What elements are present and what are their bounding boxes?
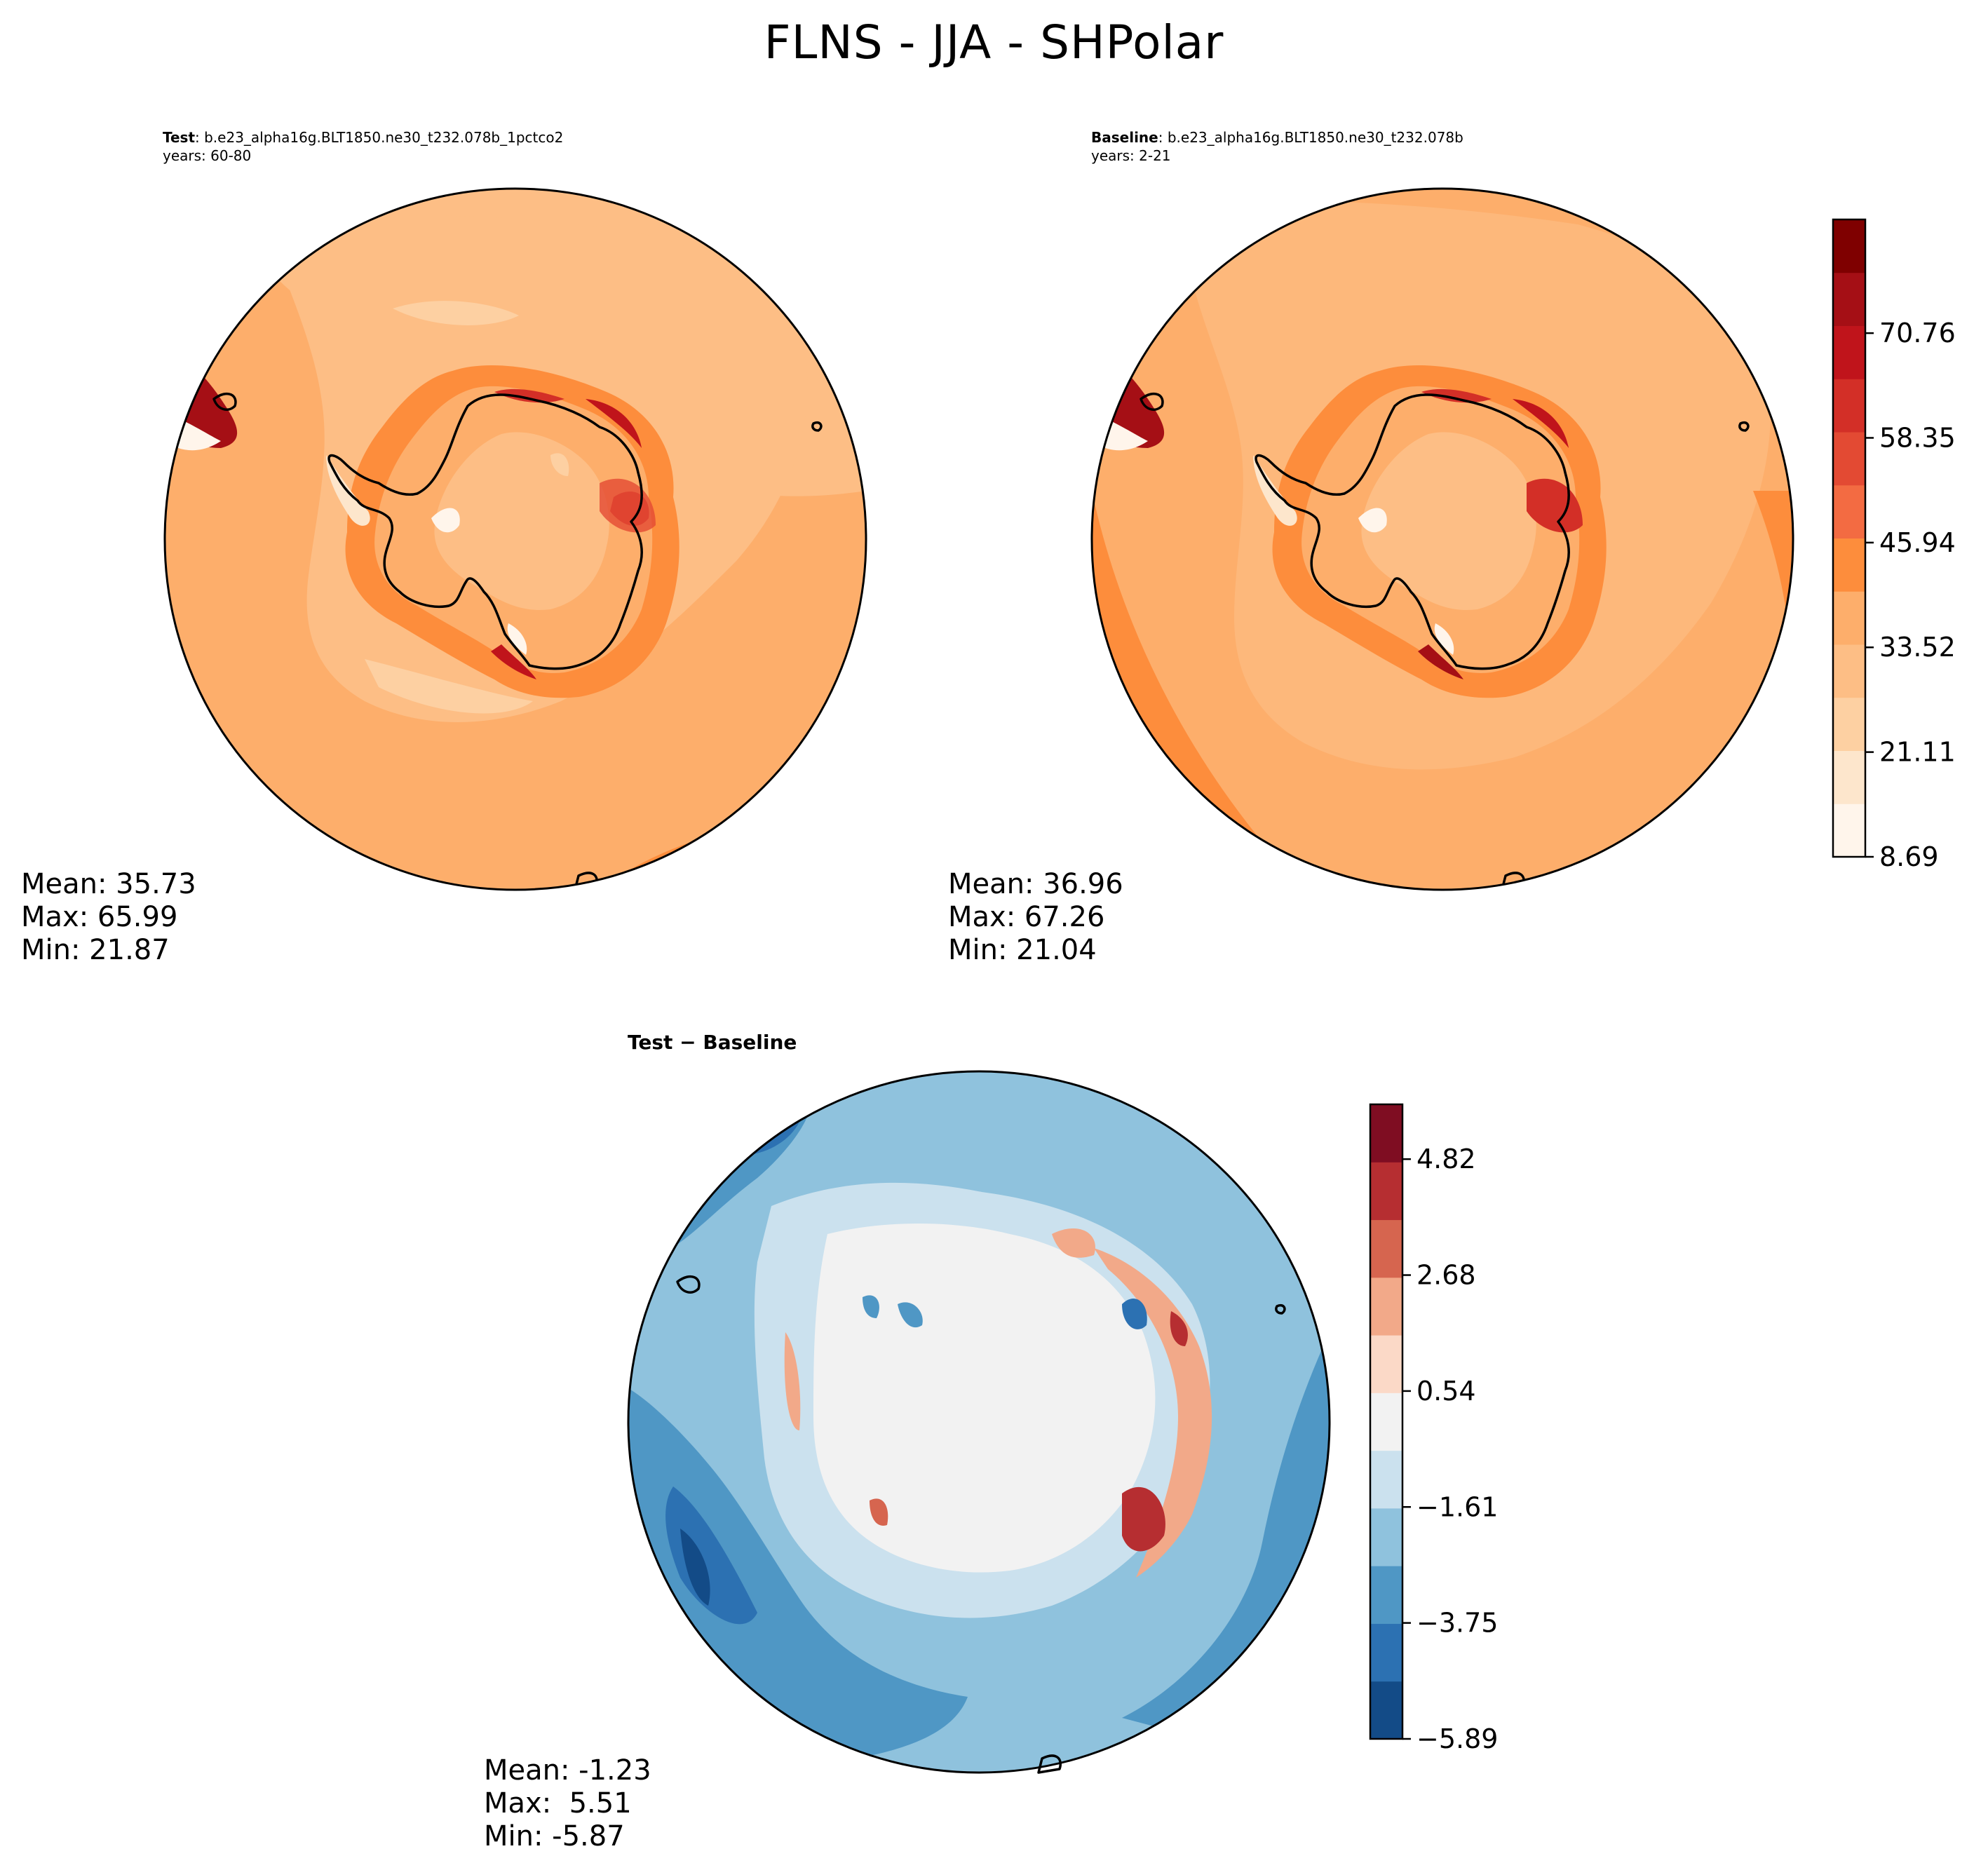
baseline-mean: Mean: 36.96 <box>948 868 1123 900</box>
diff-mean: Mean: -1.23 <box>484 1754 651 1787</box>
diff-map <box>628 1071 1330 1773</box>
baseline-map <box>1092 189 1793 890</box>
diff-colorbar-tick-label: 4.82 <box>1416 1144 1476 1174</box>
main-colorbar-segment <box>1833 804 1865 858</box>
test-stats: Mean: 35.73 Max: 65.99 Min: 21.87 <box>21 868 196 967</box>
test-label: Test <box>163 129 196 146</box>
test-min: Min: 21.87 <box>21 934 170 966</box>
diff-colorbar-tick-label: −1.61 <box>1416 1491 1498 1522</box>
test-mean: Mean: 35.73 <box>21 868 196 900</box>
diff-stats: Mean: -1.23 Max: 5.51 Min: -5.87 <box>484 1754 651 1853</box>
diff-colorbar-segment <box>1370 1393 1402 1451</box>
test-max: Max: 65.99 <box>21 901 178 933</box>
main-colorbar-segment <box>1833 432 1865 486</box>
diff-colorbar: −5.89 −3.75 −1.61 0.54 2.68 4.82 <box>1369 1103 1498 1754</box>
baseline-map-border <box>1090 187 1794 891</box>
test-panel-header: Test: b.e23_alpha16g.BLT1850.ne30_t232.0… <box>163 128 563 165</box>
main-colorbar-tick-label: 70.76 <box>1879 318 1956 348</box>
diff-colorbar-border <box>1369 1103 1404 1740</box>
diff-colorbar-segment <box>1370 1219 1402 1278</box>
test-map <box>165 189 866 890</box>
baseline-years: years: 2-21 <box>1091 147 1171 164</box>
main-colorbar-segment <box>1833 219 1865 273</box>
diff-colorbar-tick-label: 2.68 <box>1416 1260 1476 1291</box>
diff-max: Max: 5.51 <box>484 1787 632 1820</box>
baseline-label: Baseline <box>1091 129 1158 146</box>
main-colorbar-segment <box>1833 591 1865 645</box>
main-colorbar-tick-label: 33.52 <box>1879 632 1956 663</box>
main-colorbar-tick-label: 45.94 <box>1879 527 1956 558</box>
diff-colorbar-segment <box>1370 1335 1402 1393</box>
main-colorbar-tick-label: 8.69 <box>1879 841 1939 872</box>
baseline-min: Min: 21.04 <box>948 934 1097 966</box>
baseline-stats: Mean: 36.96 Max: 67.26 Min: 21.04 <box>948 868 1123 967</box>
diff-colorbar-tick-label: −5.89 <box>1416 1723 1498 1754</box>
baseline-case-name: : b.e23_alpha16g.BLT1850.ne30_t232.078b <box>1158 129 1463 146</box>
main-colorbar-segment <box>1833 325 1865 379</box>
diff-colorbar-tick-label: 0.54 <box>1416 1376 1476 1407</box>
diff-colorbar-segment <box>1370 1450 1402 1509</box>
diff-min: Min: -5.87 <box>484 1820 625 1852</box>
diff-panel-title: Test − Baseline <box>628 1031 797 1054</box>
test-map-border <box>163 187 867 891</box>
test-years: years: 60-80 <box>163 147 252 164</box>
main-colorbar-segment <box>1833 379 1865 433</box>
baseline-max: Max: 67.26 <box>948 901 1105 933</box>
diff-colorbar-segment <box>1370 1566 1402 1624</box>
diff-colorbar-segment <box>1370 1162 1402 1221</box>
diff-colorbar-segment <box>1370 1507 1402 1566</box>
baseline-panel-header: Baseline: b.e23_alpha16g.BLT1850.ne30_t2… <box>1091 128 1463 165</box>
test-case-name: : b.e23_alpha16g.BLT1850.ne30_t232.078b_… <box>195 129 564 146</box>
main-colorbar-segment <box>1833 485 1865 538</box>
diff-colorbar-segment <box>1370 1104 1402 1163</box>
diff-colorbar-tick-label: −3.75 <box>1416 1608 1498 1639</box>
figure-title: FLNS - JJA - SHPolar <box>764 15 1224 69</box>
diff-colorbar-segment <box>1370 1681 1402 1740</box>
main-colorbar-tick-label: 21.11 <box>1879 737 1956 768</box>
main-colorbar-segment <box>1833 750 1865 804</box>
main-colorbar-segment <box>1833 644 1865 698</box>
diff-colorbar-segment <box>1370 1623 1402 1682</box>
diff-map-border <box>627 1070 1331 1774</box>
main-colorbar: 8.69 21.11 33.52 45.94 58.35 70.76 <box>1832 218 1956 872</box>
main-colorbar-border <box>1832 218 1867 858</box>
diff-colorbar-segment <box>1370 1277 1402 1336</box>
main-colorbar-tick-label: 58.35 <box>1879 422 1956 453</box>
main-colorbar-segment <box>1833 538 1865 592</box>
main-colorbar-segment <box>1833 272 1865 326</box>
main-colorbar-segment <box>1833 697 1865 751</box>
